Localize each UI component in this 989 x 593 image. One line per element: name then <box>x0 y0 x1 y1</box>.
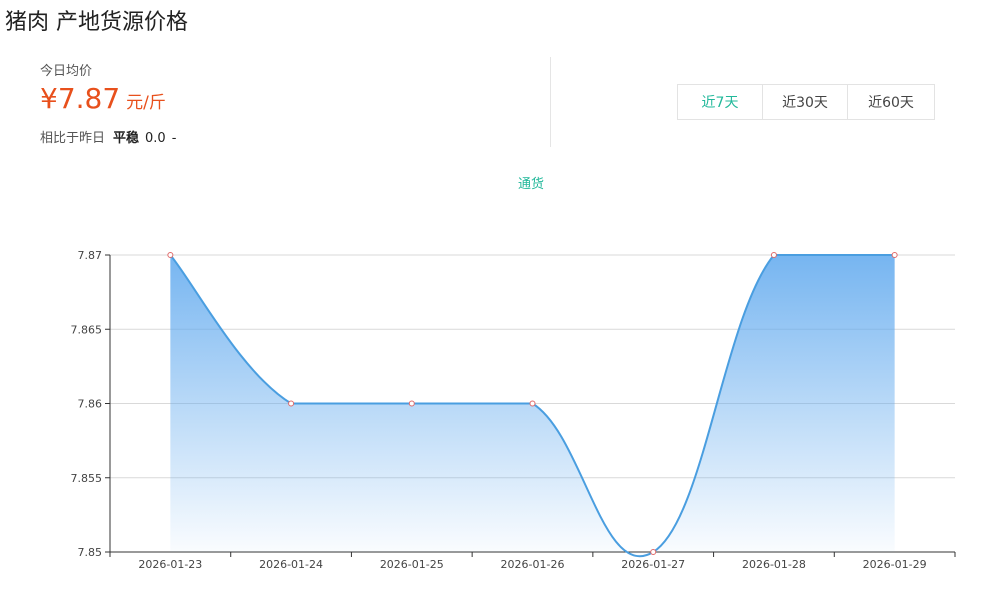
compare-dash: - <box>171 131 177 146</box>
compare-row: 相比于昨日 平稳 0.0- <box>40 127 176 146</box>
data-point[interactable] <box>408 400 415 407</box>
page-title: 猪肉 产地货源价格 <box>5 10 188 35</box>
compare-label: 相比于昨日 <box>40 131 106 146</box>
x-tick-label: 2026-01-26 <box>501 558 565 571</box>
y-tick-label: 7.855 <box>71 472 103 485</box>
y-tick-label: 7.85 <box>78 546 103 559</box>
data-point[interactable] <box>770 252 777 258</box>
y-tick-label: 7.865 <box>71 323 103 336</box>
y-tick-label: 7.87 <box>78 249 103 262</box>
axes: 7.85 7.855 7.86 7.865 7.87 2026-01-23 2026-01-… <box>71 249 956 571</box>
data-point[interactable] <box>288 400 295 407</box>
x-tick-label: 2026-01-24 <box>259 558 323 571</box>
legend-item-series[interactable]: 通货 <box>518 177 545 192</box>
divider <box>550 57 551 147</box>
tab-7-days[interactable]: 近7天 <box>678 85 763 119</box>
avg-price-label: 今日均价 <box>40 64 93 79</box>
compare-value: 0.0 <box>145 131 166 146</box>
data-point[interactable] <box>891 252 898 258</box>
avg-price-unit: 元/斤 <box>126 93 166 113</box>
x-tick-label: 2026-01-25 <box>380 558 444 571</box>
series-points <box>167 252 898 555</box>
avg-price-value: ¥7.87 <box>40 82 121 115</box>
compare-status: 平稳 <box>113 131 140 146</box>
y-tick-label: 7.86 <box>78 398 103 411</box>
x-tick-label: 2026-01-28 <box>742 558 806 571</box>
data-point[interactable] <box>529 400 536 407</box>
x-tick-label: 2026-01-29 <box>863 558 927 571</box>
data-point[interactable] <box>650 549 657 555</box>
x-tick-label: 2026-01-27 <box>621 558 685 571</box>
range-tabs: 近7天 近30天 近60天 <box>677 84 935 120</box>
x-tick-label: 2026-01-23 <box>138 558 202 571</box>
data-point[interactable] <box>167 252 174 258</box>
tab-30-days[interactable]: 近30天 <box>763 85 848 119</box>
tab-60-days[interactable]: 近60天 <box>868 95 914 111</box>
avg-price: ¥7.87 元/斤 <box>40 82 166 115</box>
